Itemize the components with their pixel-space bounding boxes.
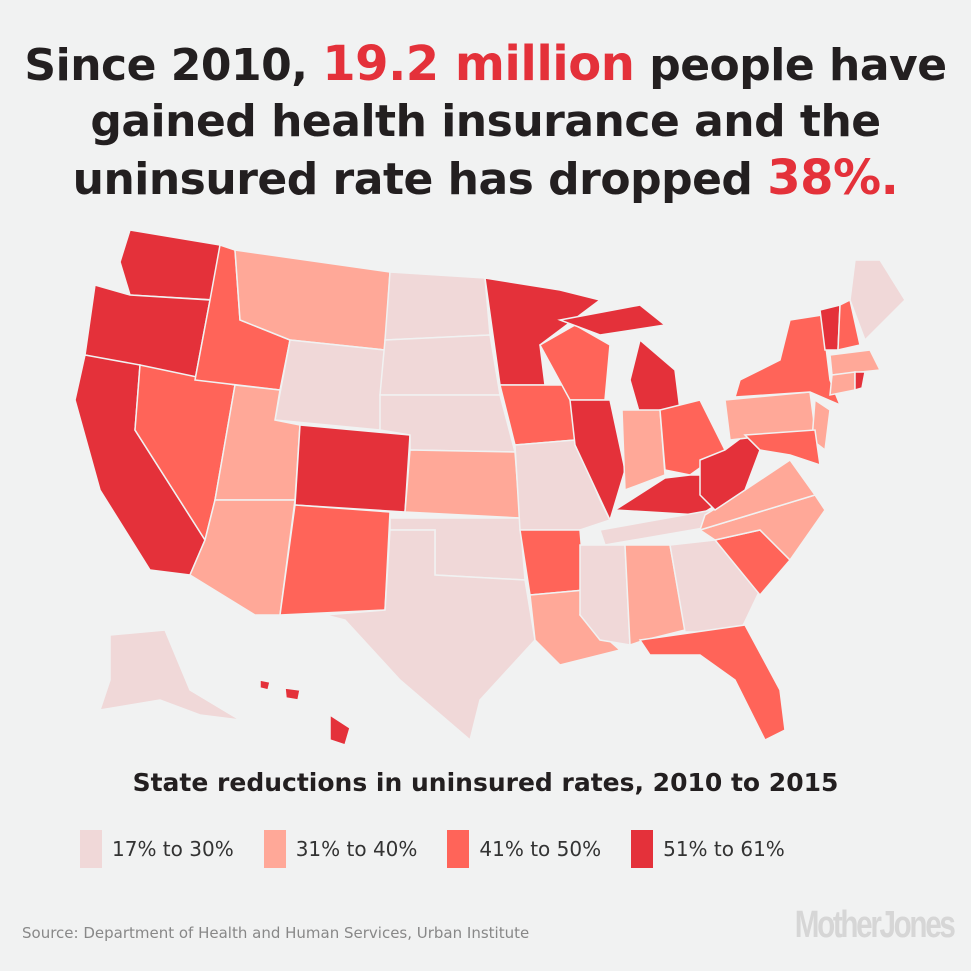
state-wi <box>538 324 611 401</box>
headline-highlight-people: 19.2 million <box>322 36 635 92</box>
state-ct <box>829 371 856 396</box>
legend-label: 31% to 40% <box>295 837 418 861</box>
state-hi <box>259 679 271 691</box>
state-in <box>621 409 666 492</box>
state-mi <box>557 304 667 336</box>
state-al <box>624 544 686 647</box>
state-fl <box>638 624 786 742</box>
state-hi <box>329 713 351 746</box>
state-mi <box>629 338 681 416</box>
legend-item: 31% to 40% <box>263 830 418 868</box>
legend: 17% to 30% 31% to 40% 41% to 50% 51% to … <box>80 830 785 868</box>
state-ny <box>733 314 842 407</box>
state-nh <box>837 298 861 351</box>
state-hi <box>284 687 301 701</box>
state-co <box>294 424 411 513</box>
legend-swatch <box>631 830 654 868</box>
state-me <box>849 259 906 342</box>
state-ar <box>519 529 586 596</box>
state-ma <box>829 349 882 376</box>
legend-item: 51% to 61% <box>631 830 785 868</box>
headline: Since 2010, 19.2 million people have gai… <box>0 36 971 208</box>
state-ms <box>579 544 631 646</box>
state-ri <box>854 371 866 391</box>
state-sd <box>379 334 501 396</box>
state-ak <box>98 629 241 721</box>
state-wa <box>119 229 221 301</box>
legend-swatch <box>447 830 470 868</box>
state-ks <box>404 449 521 519</box>
headline-text: people have gained health insurance and … <box>72 40 947 205</box>
state-il <box>569 399 626 523</box>
state-wv <box>699 434 761 511</box>
legend-label: 51% to 61% <box>663 837 785 861</box>
legend-label: 17% to 30% <box>112 837 234 861</box>
headline-highlight-rate: 38%. <box>767 150 899 206</box>
state-wy <box>274 339 386 431</box>
mother-jones-logo: MotherJones <box>794 904 955 946</box>
legend-swatch <box>263 830 286 868</box>
legend-swatch <box>80 830 102 868</box>
state-ga <box>669 539 761 633</box>
map-subtitle: State reductions in uninsured rates, 201… <box>132 768 839 797</box>
state-nm <box>279 504 391 616</box>
state-tx <box>324 529 536 742</box>
source-note: Source: Department of Health and Human S… <box>22 924 530 942</box>
headline-text: Since 2010, <box>24 40 323 91</box>
legend-item: 41% to 50% <box>447 830 601 868</box>
legend-item: 17% to 30% <box>80 830 234 868</box>
state-md <box>743 429 821 467</box>
state-nd <box>384 271 491 341</box>
legend-label: 41% to 50% <box>479 837 602 861</box>
